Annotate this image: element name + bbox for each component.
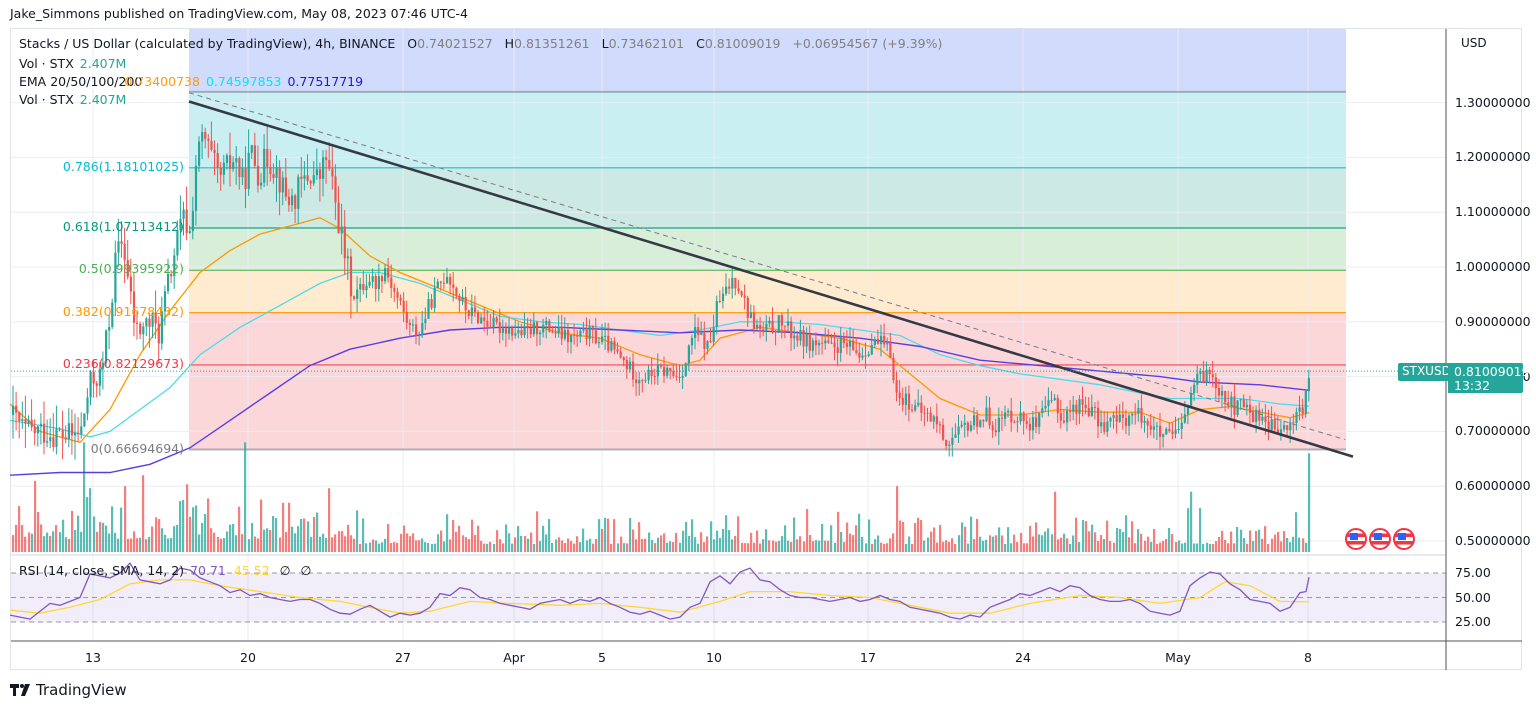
open-value: 0.74021527 (417, 36, 493, 51)
publisher-caption: Jake_Simmons published on TradingView.co… (10, 6, 468, 21)
na-icon: ∅ (300, 563, 312, 578)
ema20-50-overlap-value: 0.73400738 (124, 74, 200, 89)
rsi-tick: 50.00 (1455, 589, 1491, 605)
rsi-tick: 25.00 (1455, 614, 1491, 629)
fib-level-label: 0.5(0.99395922) (78, 261, 184, 277)
time-tick: 20 (240, 650, 256, 665)
time-tick: 5 (598, 650, 606, 665)
fib-level-label: 0.786(1.18101025) (62, 158, 184, 174)
us-flag-icon[interactable] (1393, 528, 1415, 550)
ema100-value: 0.74597853 (205, 74, 282, 89)
symbol-price-tag: STXUSD (1398, 363, 1455, 381)
us-flag-icon[interactable] (1369, 528, 1391, 550)
currency-label[interactable]: USD (1461, 36, 1487, 50)
close-value: 0.81009019 (704, 36, 781, 51)
ema-legend[interactable]: EMA 20/50/100/2000.73400738 0.74597853 0.7… (19, 74, 364, 89)
price-tick: 0.70000000 (1455, 423, 1531, 439)
symbol-title[interactable]: Stacks / US Dollar (calculated by Tradin… (19, 36, 396, 51)
time-tick: May (1165, 650, 1191, 665)
time-tick: 17 (860, 650, 876, 665)
time-tick: Apr (503, 650, 525, 665)
change-value: +0.06954567 (+9.39%) (792, 36, 943, 51)
us-flag-icon[interactable] (1345, 528, 1367, 550)
price-tick: 1.10000000 (1455, 204, 1531, 220)
price-tick: 0.60000000 (1455, 478, 1531, 494)
fib-level-label: 0.236(0.82129673) (62, 355, 184, 371)
tradingview-logo-icon (10, 684, 30, 696)
low-value: 0.73462101 (608, 36, 685, 51)
last-price-tag: 0.81009019 13:32 (1448, 363, 1530, 393)
economic-events[interactable] (1345, 528, 1417, 550)
time-tick: 8 (1304, 650, 1312, 665)
ohlc-values: O0.74021527 H0.81351261 L0.73462101 C0.8… (407, 36, 943, 51)
ema200-value: 0.77517719 (287, 74, 364, 89)
volume-value: 2.407M (79, 56, 127, 71)
na-icon: ∅ (279, 563, 291, 578)
rsi-legend[interactable]: RSI (14, close, SMA, 14, 2) 70.71 45.52 ∅ ∅ (19, 563, 311, 578)
symbol-legend[interactable]: Stacks / US Dollar (calculated by Tradin… (19, 36, 942, 51)
rsi-value: 70.71 (190, 563, 226, 578)
price-tick: 1.00000000 (1455, 259, 1531, 274)
rsi-sma-value: 45.52 (233, 563, 270, 578)
time-tick: 13 (85, 650, 101, 665)
chart-frame (10, 28, 1522, 670)
rsi-label: RSI (14, close, SMA, 14, 2) (19, 563, 185, 578)
bar-countdown: 13:32 (1454, 378, 1491, 393)
tradingview-branding[interactable]: TradingView (10, 681, 127, 699)
rsi-tick: 75.00 (1455, 565, 1491, 580)
price-tick: 1.30000000 (1455, 94, 1531, 110)
volume-legend[interactable]: Vol · STX 2.407M (19, 56, 127, 71)
brand-name: TradingView (36, 681, 127, 699)
fib-level-label: 0.382(0.91678432) (62, 303, 184, 319)
volume-legend-2[interactable]: Vol · STX 2.407M (19, 92, 127, 107)
last-price: 0.81009019 (1454, 364, 1530, 379)
price-tick: 1.20000000 (1455, 149, 1531, 165)
price-tick: 0.90000000 (1455, 313, 1531, 329)
fib-level-label: 0(0.66694694) (90, 440, 184, 456)
time-tick: 27 (395, 650, 411, 665)
price-tick: 0.50000000 (1455, 533, 1531, 548)
fib-level-label: 0.618(1.07113412) (62, 219, 184, 235)
time-tick: 10 (706, 650, 722, 665)
time-tick: 24 (1015, 650, 1031, 665)
volume-value-2: 2.407M (79, 92, 127, 107)
high-value: 0.81351261 (514, 36, 590, 51)
